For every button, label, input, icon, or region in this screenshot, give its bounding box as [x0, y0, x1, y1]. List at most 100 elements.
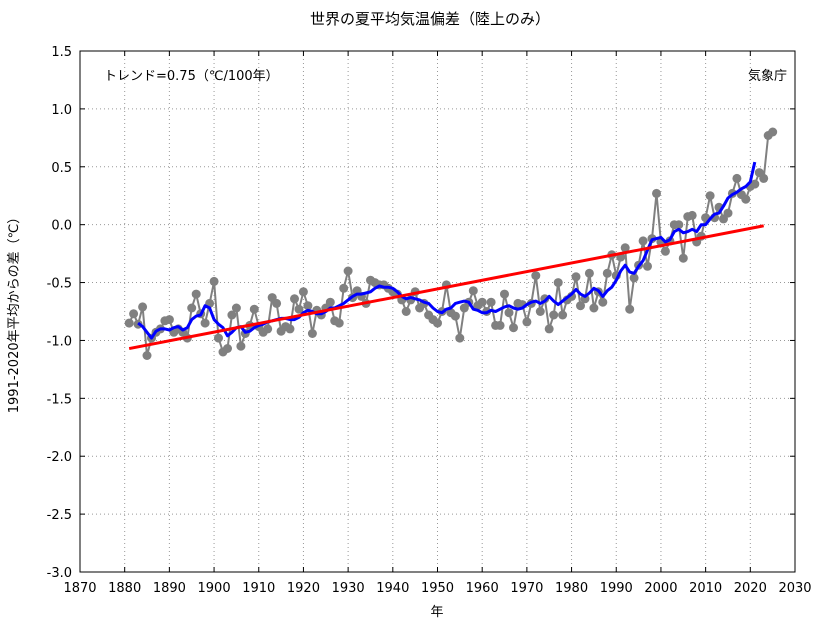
annual-point: [732, 173, 742, 183]
annual-point: [705, 191, 715, 201]
annual-point: [486, 297, 496, 307]
y-tick-label: 0.0: [51, 219, 72, 234]
annual-point: [187, 303, 197, 313]
annual-point: [495, 320, 505, 330]
annual-point: [687, 210, 697, 220]
x-tick-label: 2010: [689, 581, 722, 596]
annual-point: [674, 220, 684, 230]
x-tick-label: 2020: [734, 581, 767, 596]
annual-point: [629, 273, 639, 283]
x-tick-label: 1950: [421, 581, 454, 596]
annual-point: [549, 310, 559, 320]
x-tick-label: 1980: [555, 581, 588, 596]
annual-point: [325, 297, 335, 307]
source-label: 気象庁: [748, 68, 787, 84]
annual-point: [500, 289, 509, 299]
annual-point: [571, 272, 581, 282]
annual-point: [576, 301, 585, 311]
annual-point: [450, 311, 460, 321]
annual-point: [343, 266, 353, 276]
annual-point: [535, 307, 545, 316]
y-tick-label: -3.0: [47, 566, 72, 581]
x-tick-label: 1970: [510, 581, 543, 596]
annual-point: [638, 236, 648, 246]
y-tick-label: 0.5: [51, 161, 72, 176]
annual-point: [138, 302, 148, 312]
x-tick-label: 1880: [108, 581, 141, 596]
annual-point: [602, 268, 612, 278]
annual-point: [129, 309, 139, 319]
annual-point: [598, 297, 608, 307]
annual-point: [209, 276, 219, 286]
annual-point: [303, 301, 313, 311]
annual-point: [231, 303, 241, 313]
annual-point: [200, 318, 210, 328]
annual-point: [285, 324, 295, 334]
annual-point: [477, 297, 487, 307]
y-tick-label: -0.5: [47, 277, 72, 292]
y-axis-ticks: 1.5 1.0 0.5 0.0 -0.5 -1.0 -1.5 -2.0 -2.5 -3.0: [47, 45, 795, 581]
annual-point: [504, 308, 514, 318]
x-tick-label: 1910: [242, 581, 275, 596]
annual-point: [298, 287, 308, 297]
annual-point: [643, 261, 652, 271]
annual-point: [589, 303, 599, 313]
y-tick-label: -1.5: [47, 392, 72, 407]
annual-point: [678, 253, 688, 263]
annual-point: [750, 179, 760, 189]
annual-point: [741, 194, 751, 204]
annual-point: [227, 310, 237, 320]
annual-point: [759, 173, 769, 183]
annual-series: [124, 127, 778, 360]
annual-point: [272, 298, 282, 308]
y-tick-label: -1.0: [47, 334, 72, 349]
annual-point: [164, 315, 174, 325]
x-tick-label: 2000: [644, 581, 677, 596]
annual-point: [191, 289, 201, 299]
annual-point: [294, 304, 304, 314]
annual-point: [124, 318, 134, 328]
x-tick-label: 2030: [778, 581, 811, 596]
annual-point: [584, 268, 594, 278]
y-tick-label: -2.5: [47, 508, 72, 523]
annual-point: [455, 333, 465, 343]
annual-point: [509, 323, 518, 333]
annual-point: [334, 318, 344, 328]
annual-point: [263, 324, 273, 334]
annual-point: [768, 127, 778, 137]
x-tick-label: 1930: [332, 581, 365, 596]
y-axis-label: 1991-2020年平均からの差（℃）: [7, 211, 22, 413]
annual-point: [249, 304, 259, 314]
annual-point: [433, 318, 442, 328]
annual-point: [544, 324, 554, 334]
annual-point: [620, 243, 630, 253]
x-tick-label: 1870: [63, 581, 96, 596]
trend-annotation: トレンド=0.75（℃/100年）: [104, 69, 279, 84]
annual-point: [553, 278, 563, 288]
annual-point: [236, 341, 246, 351]
annual-point: [307, 329, 317, 338]
trend-line: [128, 224, 765, 351]
annual-point: [531, 271, 541, 281]
annual-point: [214, 333, 223, 343]
annual-point: [522, 317, 532, 327]
annual-point: [558, 310, 568, 320]
x-tick-label: 1920: [287, 581, 320, 596]
annual-point: [223, 344, 232, 353]
annual-point: [401, 307, 411, 316]
annual-point: [142, 351, 152, 360]
annual-point: [290, 294, 299, 304]
x-tick-label: 1890: [153, 581, 186, 596]
y-tick-label: 1.5: [51, 45, 72, 60]
annual-point: [468, 286, 478, 296]
x-axis-label: 年: [430, 605, 443, 620]
y-tick-label: 1.0: [51, 103, 72, 118]
chart-title: 世界の夏平均気温偏差（陸上のみ）: [310, 10, 550, 28]
annual-point: [625, 304, 635, 314]
annual-point: [660, 246, 670, 256]
y-tick-label: -2.0: [47, 450, 72, 465]
annual-point: [723, 208, 733, 218]
x-tick-label: 1900: [198, 581, 231, 596]
x-tick-label: 1990: [600, 581, 633, 596]
